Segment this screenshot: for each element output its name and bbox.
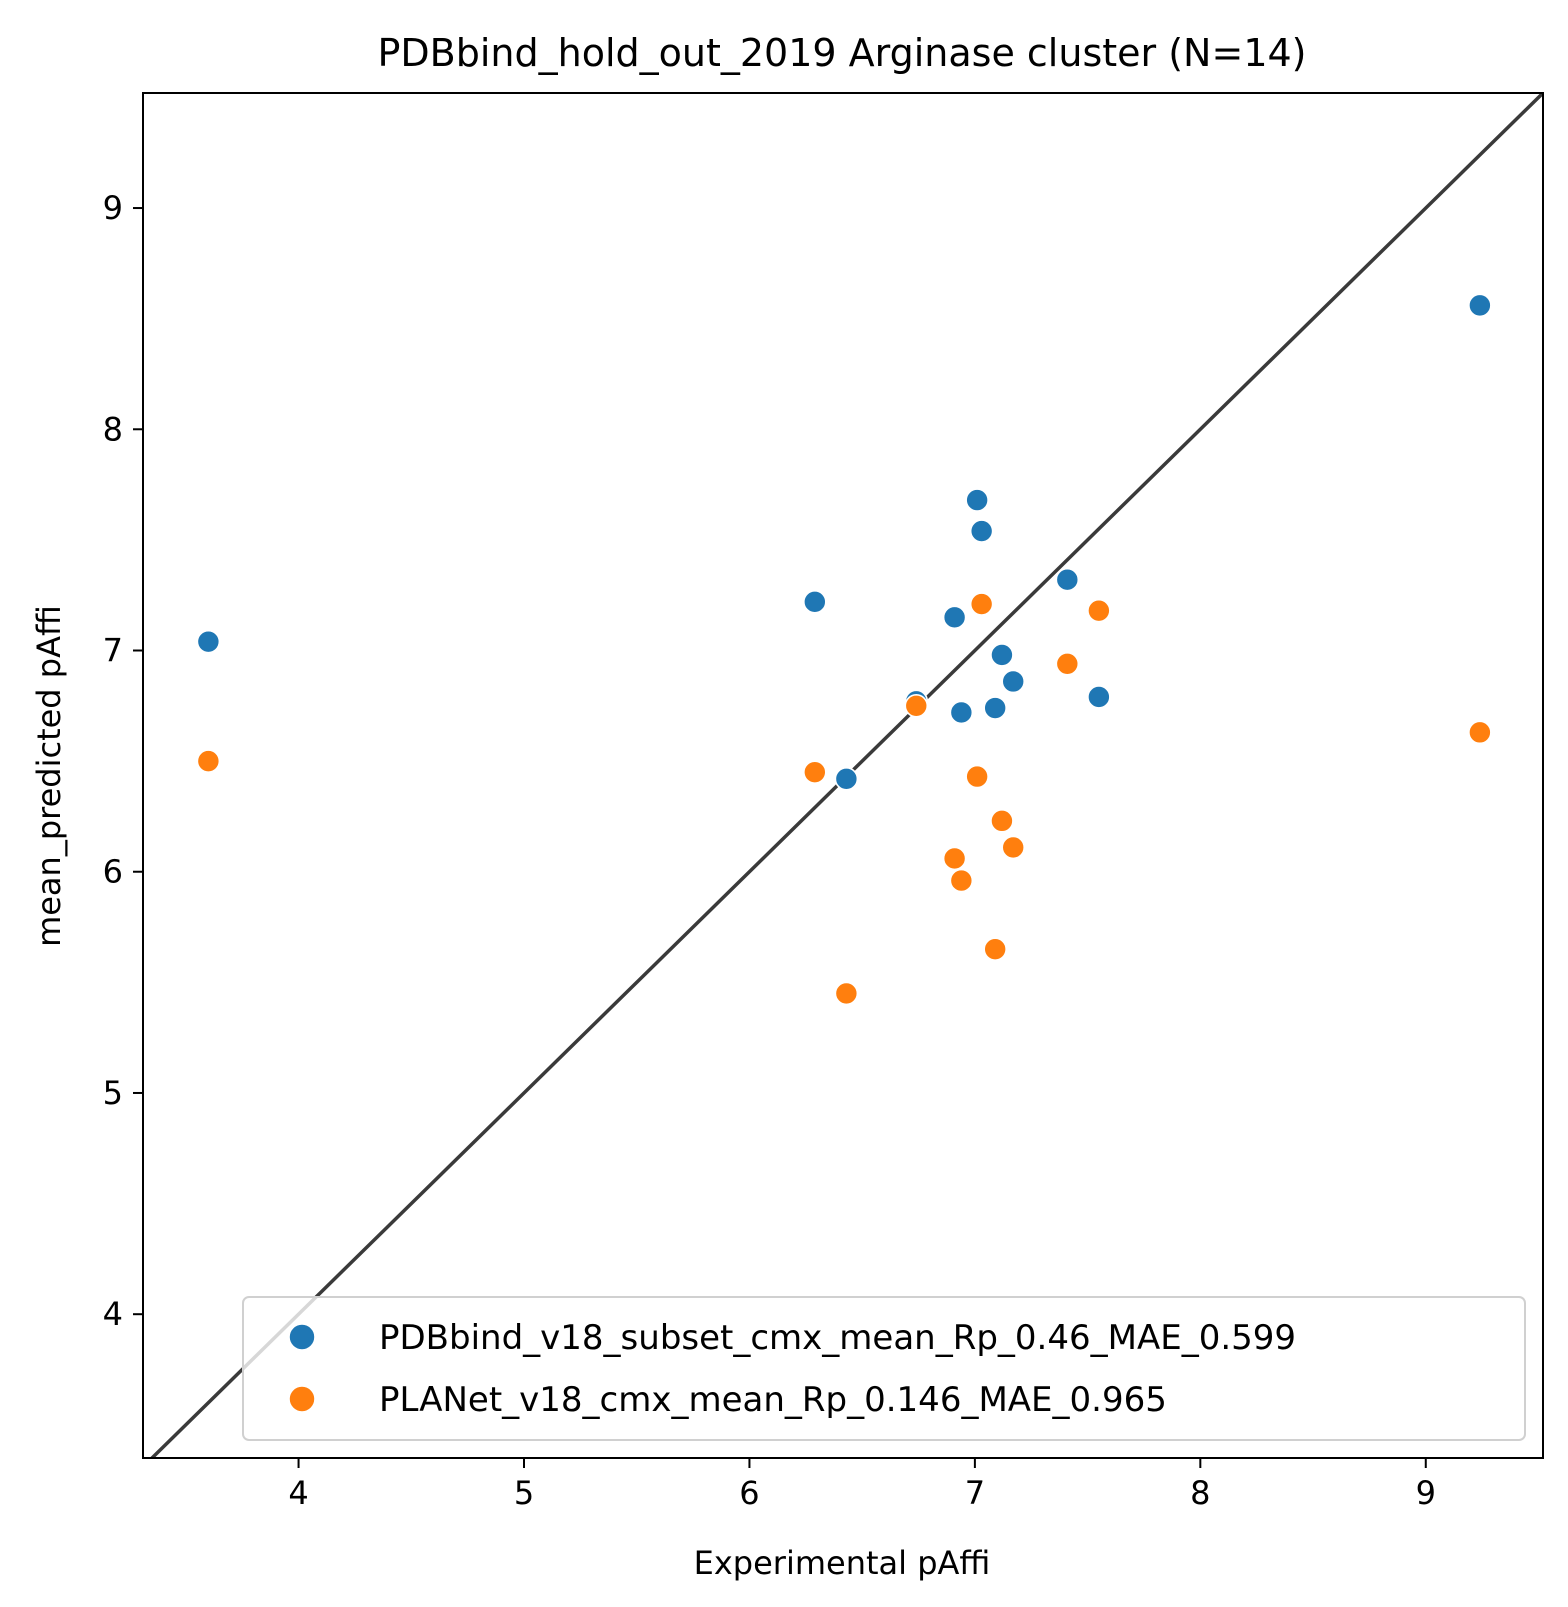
y-tick-label: 7	[103, 632, 123, 670]
data-point-series-1	[1087, 685, 1111, 709]
x-tick-label: 9	[1416, 1474, 1436, 1512]
data-point-series-2	[834, 981, 859, 1006]
data-point-series-1	[983, 696, 1007, 720]
data-point-series-1	[196, 629, 221, 654]
data-point-series-2	[965, 764, 989, 789]
data-point-series-2	[990, 809, 1014, 833]
data-point-series-2	[942, 846, 967, 871]
data-point-series-2	[196, 749, 221, 773]
data-point-series-1	[969, 519, 994, 543]
data-point-series-1	[949, 700, 974, 725]
legend-box	[242, 1296, 1526, 1441]
data-point-series-2	[983, 937, 1007, 961]
data-point-series-1	[1055, 567, 1080, 592]
y-tick-label: 9	[103, 189, 123, 227]
data-point-series-2	[1055, 651, 1080, 676]
y-axis-label: mean_predicted pAffi	[30, 605, 68, 947]
plot-frame	[142, 92, 1544, 1459]
data-point-series-1	[1468, 293, 1492, 318]
x-axis-label: Experimental pAffi	[694, 1544, 991, 1582]
y-tick-label: 6	[103, 853, 123, 891]
data-point-series-1	[942, 605, 967, 630]
data-point-series-2	[949, 868, 974, 893]
data-point-series-2	[803, 760, 827, 784]
data-point-series-2	[1468, 720, 1492, 745]
data-point-series-2	[1001, 835, 1026, 860]
data-point-series-1	[803, 590, 827, 614]
legend-marker-series-2	[288, 1385, 316, 1413]
legend-label-series-2: PLANet_v18_cmx_mean_Rp_0.146_MAE_0.965	[379, 1380, 1167, 1420]
x-tick-label: 7	[965, 1474, 985, 1512]
data-point-series-1	[834, 767, 859, 791]
data-point-series-1	[1001, 669, 1026, 694]
legend-label-series-1: PDBbind_v18_subset_cmx_mean_Rp_0.46_MAE_…	[379, 1318, 1296, 1358]
chart-title: PDBbind_hold_out_2019 Arginase cluster (…	[378, 31, 1307, 75]
data-point-series-2	[1087, 598, 1111, 623]
data-point-series-2	[904, 694, 929, 718]
y-tick-label: 4	[103, 1295, 123, 1333]
data-point-series-1	[965, 488, 989, 512]
data-point-series-2	[969, 592, 994, 616]
legend: PDBbind_v18_subset_cmx_mean_Rp_0.46_MAE_…	[242, 1296, 1526, 1441]
legend-marker-series-1	[288, 1323, 316, 1351]
y-tick-label: 8	[103, 410, 123, 448]
x-tick-label: 8	[1190, 1474, 1210, 1512]
x-tick-label: 6	[739, 1474, 759, 1512]
x-tick-label: 4	[288, 1474, 308, 1512]
data-point-series-1	[990, 643, 1014, 667]
x-tick-label: 5	[514, 1474, 534, 1512]
y-tick-label: 5	[103, 1074, 123, 1112]
